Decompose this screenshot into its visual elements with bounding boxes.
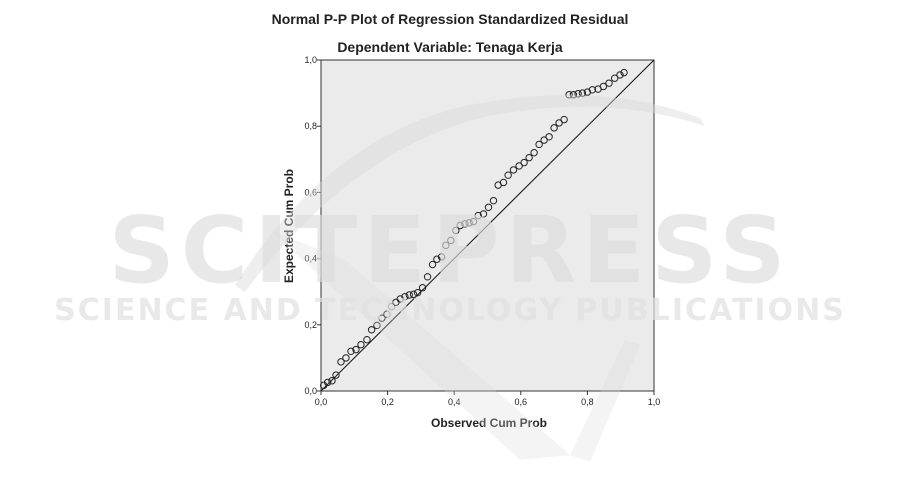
data-point	[540, 136, 548, 144]
y-tick-label: 0,2	[304, 320, 317, 330]
data-point	[328, 377, 336, 385]
y-tick-label: 1,0	[304, 55, 317, 65]
x-tick-label: 0,4	[448, 397, 461, 407]
x-tick-label: 0,8	[581, 397, 594, 407]
y-tick-label: 0,8	[304, 121, 317, 131]
data-point	[442, 241, 450, 250]
data-point	[545, 133, 553, 141]
data-point	[357, 340, 365, 349]
data-point	[504, 171, 512, 179]
y-axis-title: Expected Cum Prob	[282, 169, 296, 283]
data-point	[465, 219, 473, 227]
data-point	[437, 253, 446, 261]
data-point	[396, 295, 404, 303]
data-point	[574, 90, 582, 98]
x-tick-label: 1,0	[648, 397, 661, 407]
data-point	[447, 236, 455, 245]
data-point	[409, 290, 418, 299]
data-point	[489, 196, 498, 205]
data-point	[347, 347, 355, 355]
x-tick-label: 0,0	[315, 397, 328, 407]
data-point	[474, 211, 482, 220]
data-point	[620, 68, 628, 77]
reference-line	[320, 59, 655, 392]
data-point	[611, 74, 619, 82]
data-point	[525, 153, 533, 162]
chart-title: Normal P-P Plot of Regression Standardiz…	[272, 11, 629, 27]
data-point	[332, 371, 340, 379]
data-point	[588, 86, 597, 94]
data-point	[499, 178, 508, 187]
data-point	[405, 291, 413, 299]
data-point	[337, 358, 345, 366]
x-axis: 0,0 0,2 0,4 0,6 0,8 1,0	[315, 391, 661, 407]
data-point	[383, 310, 391, 318]
data-point	[352, 345, 360, 354]
data-point	[367, 326, 376, 334]
data-point	[550, 124, 558, 132]
data-points	[319, 68, 628, 390]
data-point	[418, 284, 427, 292]
data-point	[484, 203, 493, 211]
data-point	[401, 292, 409, 301]
data-point	[535, 140, 543, 149]
data-point	[509, 166, 518, 174]
y-tick-label: 0,0	[304, 386, 317, 396]
data-point	[605, 79, 613, 87]
data-point	[378, 314, 386, 322]
y-tick-label: 0,4	[304, 254, 317, 264]
x-axis-title: Observed Cum Prob	[431, 416, 547, 430]
chart-subtitle: Dependent Variable: Tenaga Kerja	[337, 39, 563, 55]
data-point	[515, 162, 523, 170]
data-point	[461, 220, 469, 228]
data-point	[423, 273, 432, 281]
x-tick-label: 0,6	[515, 397, 528, 407]
x-tick-label: 0,2	[381, 397, 394, 407]
data-point	[520, 158, 528, 167]
y-tick-label: 0,6	[304, 187, 317, 197]
data-point	[428, 260, 437, 269]
data-point	[565, 91, 573, 99]
data-point	[479, 210, 488, 218]
data-point	[363, 335, 371, 344]
data-point	[599, 82, 608, 91]
data-point	[373, 321, 381, 330]
data-point	[560, 115, 568, 124]
data-point	[452, 226, 460, 235]
data-point	[616, 71, 624, 79]
data-point	[323, 378, 332, 387]
data-point	[469, 217, 478, 226]
data-point	[413, 288, 422, 297]
data-point	[456, 221, 464, 230]
data-point	[530, 148, 538, 157]
data-point	[342, 354, 350, 362]
data-point	[387, 302, 396, 311]
data-point	[433, 255, 441, 263]
data-point	[569, 91, 578, 99]
y-axis: 0,0 0,2 0,4 0,6 0,8 1,0	[304, 55, 321, 396]
data-point	[555, 119, 563, 127]
data-point	[578, 89, 587, 97]
